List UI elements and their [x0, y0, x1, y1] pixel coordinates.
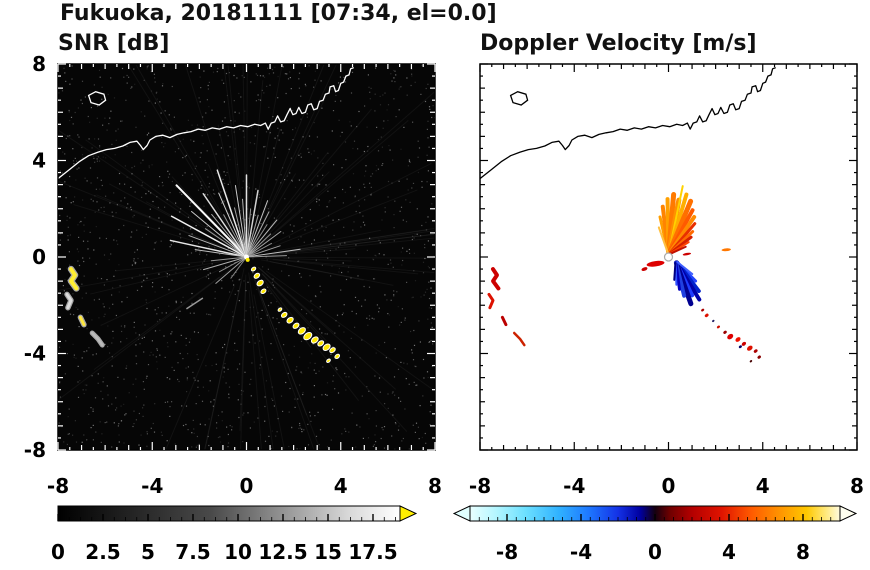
velocity-echo-blob: [641, 267, 648, 271]
x-tick-label: 0: [240, 474, 254, 498]
snr-echo-blob: [292, 322, 300, 329]
snr-axis-ticks: [57, 63, 436, 451]
snr-colorbar-tick-label: 15: [314, 540, 342, 564]
x-tick-label: 0: [662, 474, 676, 498]
velocity-echo-dot: [727, 333, 734, 340]
velocity-axis-ticks: [479, 63, 858, 451]
velocity-colorbar-tick-label: 0: [648, 540, 662, 564]
west-echo-0: [491, 267, 501, 291]
velocity-echo-dot: [757, 355, 761, 359]
velocity-echo-dot: [716, 325, 720, 329]
snr-echo-blob: [310, 336, 319, 344]
coastline: [480, 66, 776, 180]
snr-image: [58, 64, 435, 450]
velocity-echo-dot: [753, 349, 758, 353]
velocity-echo-dot: [723, 330, 727, 334]
west-echo-2: [500, 315, 508, 327]
snr-echo-blob: [277, 307, 283, 312]
x-tick-label: -8: [469, 474, 491, 498]
velocity-echo-dot: [704, 313, 709, 318]
snr-colorbar-tick-label: 17.5: [348, 540, 397, 564]
snr-colorbar-tick-label: 7.5: [175, 540, 210, 564]
velocity-colorbar-tick-label: 8: [796, 540, 810, 564]
snr-echo-blob: [303, 331, 313, 341]
velocity-positive-ray: [670, 245, 687, 255]
velocity-echo-dot: [741, 341, 747, 346]
island-outline: [87, 91, 107, 106]
velocity-negative-ray: [676, 261, 694, 275]
velocity-echo-dot: [749, 360, 753, 363]
velocity-echo-dot: [746, 345, 753, 351]
x-tick-label: 4: [334, 474, 348, 498]
radar-site-marker: [663, 252, 674, 262]
y-tick-label: -8: [24, 438, 46, 462]
x-tick-label: -4: [141, 474, 163, 498]
y-tick-label: -4: [24, 342, 46, 366]
velocity-positive-ray: [657, 226, 669, 253]
velocity-colorbar-tick-label: -4: [570, 540, 592, 564]
velocity-echo-dot: [738, 345, 742, 349]
snr-colorbar: 0 2.5 5 7.5 10 12.5 15 17.5: [51, 505, 418, 564]
velocity-negative-ray: [673, 262, 677, 281]
snr-echo-blob: [322, 343, 331, 351]
velocity-echo-blob: [646, 260, 665, 267]
snr-colorbar-over-arrow: [399, 505, 418, 522]
velocity-colorbar-under-arrow: [452, 505, 471, 522]
velocity-colorbar-tick-label: -8: [496, 540, 518, 564]
island-outline: [509, 91, 529, 106]
velocity-echo-blob: [721, 248, 731, 252]
coastline: [58, 66, 354, 180]
x-tick-label: 8: [850, 474, 864, 498]
x-tick-label: 8: [428, 474, 442, 498]
snr-echo-blob: [250, 266, 257, 272]
west-echo-3: [512, 331, 526, 347]
x-tick-label: -4: [563, 474, 585, 498]
snr-echo-blob: [260, 288, 267, 295]
snr-echo-blob: [329, 347, 336, 354]
snr-echo-blob: [280, 311, 288, 318]
snr-echo-blob: [297, 327, 306, 335]
y-tick-label: 0: [32, 245, 46, 269]
snr-echo-blob: [334, 353, 341, 360]
velocity-image: [480, 66, 776, 363]
y-tick-label: 8: [32, 52, 46, 76]
west-echo-1: [65, 292, 73, 310]
velocity-colorbar: -8 -4 0 4 8: [452, 505, 858, 564]
snr-echo-blob: [256, 279, 264, 287]
snr-colorbar-tick-label: 10: [224, 540, 252, 564]
snr-echo-blob: [317, 340, 325, 347]
doppler-panel-label: Doppler Velocity [m/s]: [480, 31, 757, 56]
velocity-echo-dot: [712, 319, 715, 323]
x-tick-label: 4: [756, 474, 770, 498]
y-tick-label: 4: [32, 149, 46, 173]
snr-echo-blob: [286, 316, 294, 324]
velocity-echo-dot: [735, 337, 741, 342]
west-echo-1: [487, 292, 495, 310]
x-tick-label: -8: [47, 474, 69, 498]
snr-colorbar-tick-label: 5: [141, 540, 155, 564]
velocity-colorbar-over-arrow: [839, 505, 858, 522]
snr-echo-blob: [326, 358, 331, 363]
snr-colorbar-tick-label: 2.5: [85, 540, 120, 564]
figure-title: Fukuoka, 20181111 [07:34, el=0.0]: [60, 1, 497, 26]
velocity-echo-blob: [682, 252, 692, 256]
snr-colorbar-tick-label: 0: [51, 540, 65, 564]
west-echo-3: [90, 331, 104, 347]
velocity-colorbar-tick-label: 4: [722, 540, 736, 564]
velocity-echo-dot: [701, 308, 705, 312]
snr-panel-label: SNR [dB]: [58, 31, 170, 56]
snr-colorbar-tick-label: 12.5: [258, 540, 307, 564]
west-echo-0: [69, 267, 79, 291]
snr-echo-blob: [253, 272, 261, 279]
west-echo-2: [78, 315, 86, 327]
